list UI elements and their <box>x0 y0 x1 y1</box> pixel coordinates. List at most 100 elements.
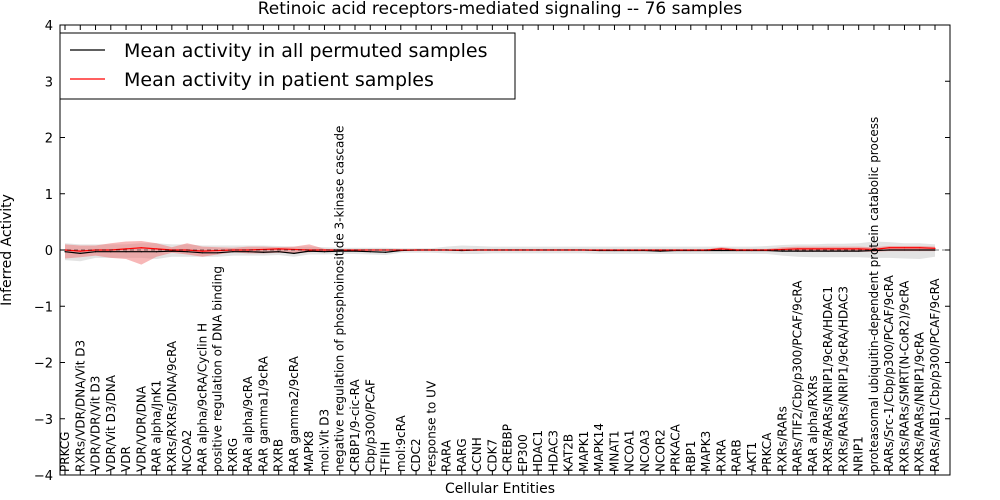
x-category-label: proteasomal ubiquitin-dependent protein … <box>867 117 881 472</box>
data-point <box>308 250 310 252</box>
data-point <box>369 251 371 253</box>
data-point <box>507 249 509 251</box>
x-category-label: NRIP1 <box>852 436 866 472</box>
data-point <box>858 250 860 252</box>
data-point <box>827 248 829 250</box>
data-point <box>64 251 66 253</box>
x-category-label: RARA <box>440 439 454 472</box>
x-category-label: NCOA1 <box>623 430 637 472</box>
y-tick-label: −1 <box>34 300 53 315</box>
y-tick-label: 4 <box>45 19 53 34</box>
data-point <box>186 251 188 253</box>
x-category-label: MAPK14 <box>592 423 606 472</box>
x-category-label: VDR/Vit D3/DNA <box>104 374 118 472</box>
line-patient <box>64 247 936 252</box>
data-point <box>79 250 81 252</box>
x-category-label: VDR/VDR/DNA <box>134 385 148 472</box>
data-point <box>155 248 158 250</box>
x-category-label: VDR/VDR/Vit D3 <box>89 376 103 472</box>
x-category-label: mol:Vit D3 <box>317 409 331 472</box>
data-point <box>888 247 890 249</box>
data-point <box>125 248 127 250</box>
x-axis-ticks <box>64 25 936 475</box>
x-category-label: negative regulation of phosphoinositide … <box>333 126 347 472</box>
x-category-label: RXRs/RXRs/DNA/9cRA <box>165 340 179 472</box>
x-category-label: RXRs/VDR/DNA/Vit D3 <box>73 340 87 472</box>
x-category-label: RAR alpha/9cRA <box>241 375 255 472</box>
x-category-label: NCOA2 <box>180 430 194 472</box>
x-axis-label: Cellular Entities <box>445 481 555 497</box>
x-category-label: RAR alpha/9cRA/Cyclin H <box>195 323 209 472</box>
x-category-label: PRKCG <box>58 432 72 472</box>
error-bands <box>65 241 935 265</box>
legend-label-permuted: Mean activity in all permuted samples <box>124 40 487 62</box>
data-point <box>735 249 738 251</box>
x-category-label: RXRG <box>226 438 240 472</box>
data-point <box>858 248 860 250</box>
data-point <box>217 252 219 254</box>
x-category-label: MAPK3 <box>699 431 713 472</box>
x-category-label: AKT1 <box>745 442 759 472</box>
x-category-label: HDAC3 <box>546 430 560 472</box>
x-category-label: CDC2 <box>409 438 423 472</box>
data-point <box>751 249 753 251</box>
x-category-label: RXRs/RARs <box>775 406 789 472</box>
data-point <box>812 250 814 252</box>
x-category-label: MNAT1 <box>607 430 621 472</box>
data-point <box>934 247 936 249</box>
x-category-label: RAR alpha/RXRs <box>806 375 820 472</box>
data-point <box>262 251 265 253</box>
y-tick-label: −3 <box>34 413 53 428</box>
data-point <box>201 250 203 252</box>
data-point <box>278 251 280 253</box>
data-point <box>674 249 677 251</box>
y-tick-label: 0 <box>45 244 53 259</box>
data-point <box>659 249 661 251</box>
x-category-label: Cbp/p300/PCAF <box>363 379 377 472</box>
data-point <box>323 251 326 253</box>
data-point <box>797 248 799 250</box>
x-category-label: NCOR2 <box>653 429 667 472</box>
data-point <box>171 250 173 252</box>
legend-label-patient: Mean activity in patient samples <box>124 69 434 91</box>
data-point <box>155 251 158 253</box>
data-point <box>919 247 921 249</box>
y-tick-label: −2 <box>34 357 53 372</box>
data-point <box>232 251 234 253</box>
x-category-label: RARs/AIB1/Cbp/p300/PCAF/9cRA <box>928 278 942 472</box>
x-category-label: RAR gamma2/9cRA <box>287 355 301 472</box>
x-category-label: MAPK1 <box>577 431 591 472</box>
x-category-label: positive regulation of DNA binding <box>211 266 225 472</box>
x-category-label: KAT2B <box>562 434 576 472</box>
x-category-label: RXRs/RARs/NRIP1/9cRA <box>913 331 927 472</box>
x-category-label: mol:9cRA <box>394 415 408 472</box>
data-point <box>201 252 203 254</box>
data-point <box>568 249 570 251</box>
x-category-label: RXRs/RARs/NRIP1/9cRA/HDAC3 <box>836 286 850 472</box>
data-point <box>903 247 906 249</box>
x-category-label: RARG <box>455 438 469 472</box>
data-point <box>812 248 814 250</box>
data-point <box>140 247 142 249</box>
data-point <box>720 248 722 250</box>
x-category-label: RXRA <box>714 439 728 472</box>
x-category-labels: PRKCG RXRs/VDR/DNA/Vit D3 VDR/VDR/Vit D3 VD… <box>58 117 942 473</box>
x-category-label: CREBBP <box>501 424 515 472</box>
data-point <box>125 251 127 253</box>
x-category-label: RARs/TIF2/Cbp/p300/PCAF/9cRA <box>791 280 805 472</box>
chart-title: Retinoic acid receptors-mediated signali… <box>258 0 743 19</box>
x-category-label: RARB <box>730 439 744 472</box>
x-category-label: CRBP1/9-cic-RA <box>348 378 362 472</box>
x-category-label: VDR <box>119 446 133 472</box>
x-category-label: EP300 <box>516 434 530 472</box>
x-category-label: RXRs/RARs/SMRT(N-CoR2)/9cRA <box>897 280 911 472</box>
x-category-label: RAR alpha/JnK1 <box>150 380 164 472</box>
data-point <box>278 248 280 250</box>
plot-frame <box>59 24 951 476</box>
data-point <box>903 249 906 251</box>
data-point <box>293 252 295 254</box>
x-category-label: PRKACA <box>669 423 683 472</box>
data-point <box>781 250 783 252</box>
x-category-label: NCOA3 <box>638 430 652 472</box>
